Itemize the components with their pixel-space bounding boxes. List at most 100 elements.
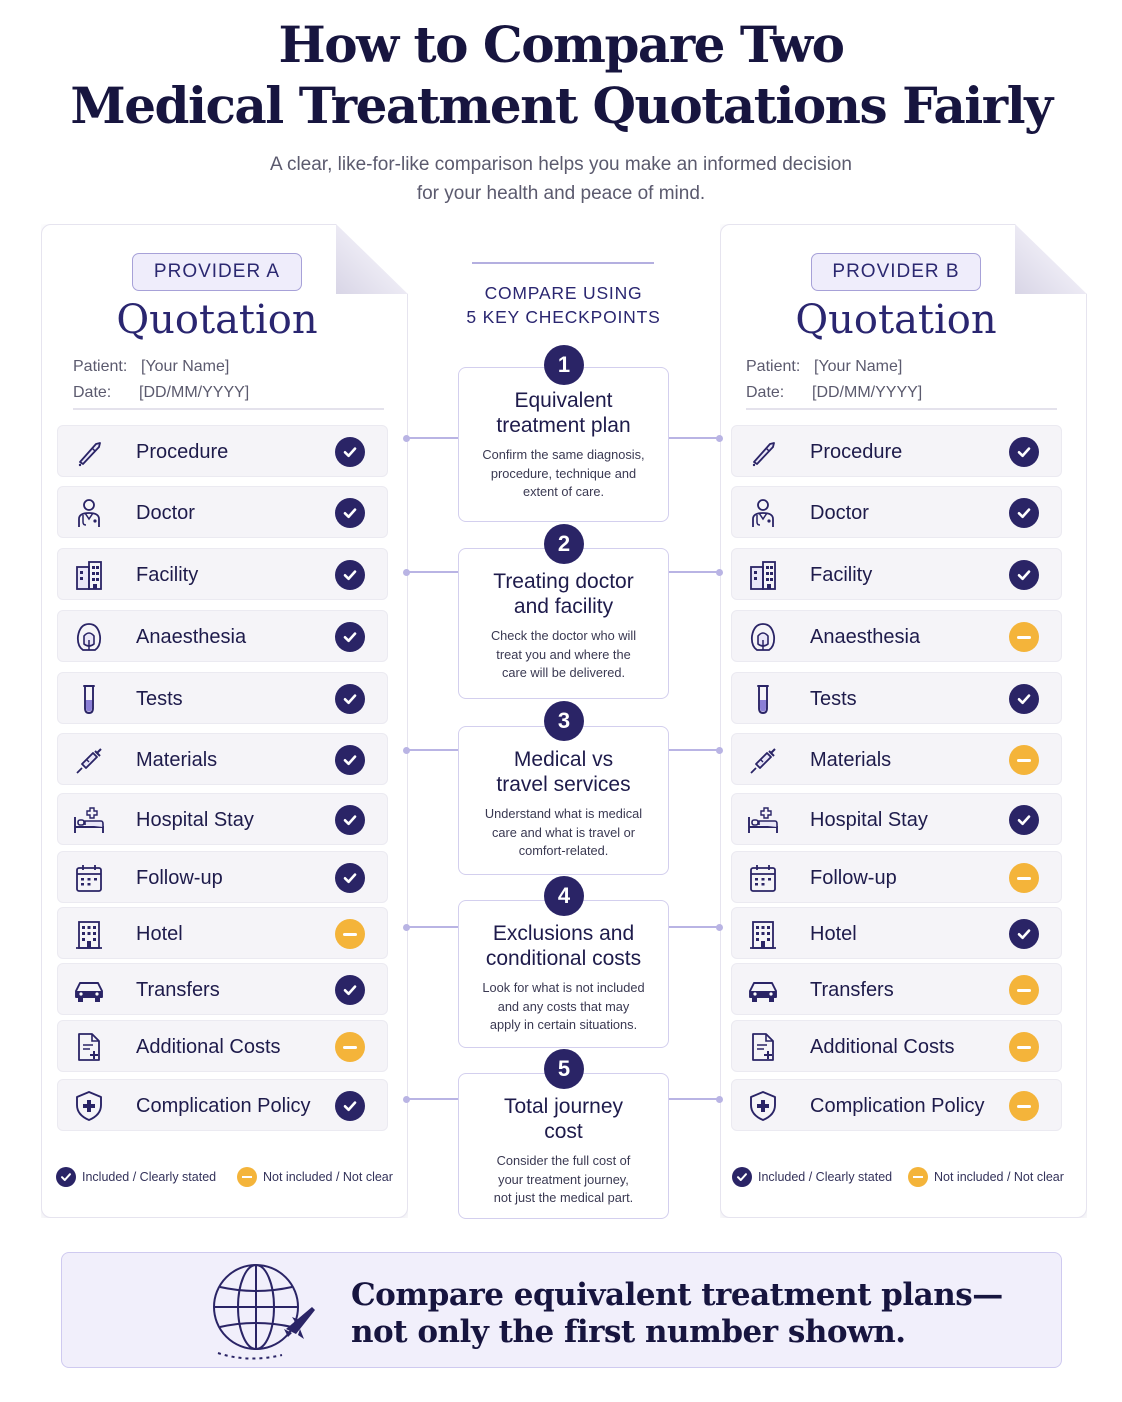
connector-line [407, 749, 458, 751]
quote-item-label: Additional Costs [810, 1036, 955, 1058]
check-icon [1009, 919, 1039, 949]
check-icon [56, 1167, 76, 1187]
connector-dot [716, 568, 723, 576]
shield-icon [76, 1091, 102, 1121]
quote-item-label: Materials [810, 749, 892, 771]
checkpoint-number-badge: 2 [544, 524, 584, 564]
checkpoint-title-line-2: treatment plan [496, 414, 631, 437]
quote-item-anaesthesia: Anaesthesia [57, 610, 388, 662]
checkpoint-description: Understand what is medical care and what … [459, 805, 668, 861]
minus-icon [1009, 863, 1039, 893]
checkpoint-description: Consider the full cost of your treatment … [459, 1152, 668, 1208]
shield-icon [750, 1091, 776, 1121]
date-value: [DD/MM/YYYY] [139, 384, 250, 401]
check-icon [335, 622, 365, 652]
divider [73, 408, 384, 410]
connector-dot [716, 1095, 723, 1103]
quote-item-label: Materials [136, 749, 218, 771]
provider-b-quotation-card: PROVIDER B Quotation Patient: [Your Name]… [720, 224, 1087, 1218]
quote-item-label: Anaesthesia [810, 626, 921, 648]
syringe-icon [76, 748, 102, 774]
quote-item-label: Hotel [810, 923, 857, 945]
date-value: [DD/MM/YYYY] [812, 384, 923, 401]
provider-b-patient: Patient: [Your Name] [746, 358, 902, 376]
legend-included: Included / Clearly stated [56, 1167, 216, 1187]
checkpoint-description-line-1: Check the doctor who will [490, 628, 637, 643]
checkpoint-card: Total journey cost Consider the full cost … [458, 1073, 669, 1219]
check-icon [335, 684, 365, 714]
quote-item-label: Complication Policy [136, 1095, 311, 1117]
page-fold-corner [336, 224, 408, 294]
quote-item-follow-up: Follow-up [57, 851, 388, 903]
banner-message: Compare equivalent treatment plans— not … [351, 1277, 1003, 1351]
checkpoint-title: Treating doctor and facility [459, 549, 668, 619]
page-title-line-2: Medical Treatment Quotations Fairly [70, 76, 1053, 135]
scalpel-icon [752, 442, 775, 467]
quote-item-transfers: Transfers [57, 963, 388, 1015]
check-icon [335, 437, 365, 467]
checkpoint-title-line-2: conditional costs [485, 947, 642, 970]
quote-item-hospital-stay: Hospital Stay [57, 793, 388, 845]
checkpoint-title-line-1: Medical vs [513, 748, 614, 771]
connector-dot [716, 923, 723, 931]
page-subtitle-line-2: for your health and peace of mind. [416, 183, 706, 204]
doctor-icon [78, 499, 100, 527]
checkpoint-title: Equivalent treatment plan [459, 368, 668, 438]
checkpoint-title-line-1: Exclusions and [492, 922, 635, 945]
calendar-icon [76, 865, 102, 892]
provider-a-quotation-title: Quotation [116, 297, 318, 343]
minus-icon [335, 919, 365, 949]
quote-item-transfers: Transfers [731, 963, 1062, 1015]
quote-item-complication-policy: Complication Policy [731, 1079, 1062, 1131]
minus-icon [1009, 745, 1039, 775]
hospital-bed-icon [748, 807, 778, 833]
checkpoint-number-badge: 5 [544, 1049, 584, 1089]
center-divider [472, 262, 654, 264]
patient-value: [Your Name] [814, 358, 903, 375]
syringe-icon [750, 748, 776, 774]
quote-item-doctor: Doctor [57, 486, 388, 538]
connector-dot [403, 434, 410, 442]
provider-a-badge: PROVIDER A [132, 253, 302, 291]
quote-item-tests: Tests [57, 672, 388, 724]
quote-item-hospital-stay: Hospital Stay [731, 793, 1062, 845]
document-plus-icon [78, 1033, 100, 1061]
quote-item-label: Tests [136, 688, 183, 710]
checkpoint-description-line-2: and any costs that may [497, 998, 630, 1014]
connector-dot [403, 1095, 410, 1103]
check-icon [335, 805, 365, 835]
car-icon [75, 982, 103, 1002]
checkpoints-heading-line-1: COMPARE USING [484, 283, 643, 303]
checkpoint-description-line-1: Confirm the same diagnosis, [482, 447, 645, 462]
quote-item-label: Procedure [136, 441, 229, 463]
checkpoint-card: Exclusions and conditional costs Look for … [458, 900, 669, 1048]
checkpoint-description-line-2: care and what is travel or [492, 824, 635, 840]
legend-not-included-label: Not included / Not clear [934, 1170, 1064, 1184]
checkpoint-number-badge: 4 [544, 876, 584, 916]
checkpoint-number-badge: 3 [544, 701, 584, 741]
page-title: How to Compare Two Medical Treatment Quo… [0, 14, 1122, 136]
connector-dot [403, 746, 410, 754]
quote-item-materials: Materials [731, 733, 1062, 785]
page-subtitle: A clear, like-for-like comparison helps … [0, 150, 1122, 208]
quote-item-facility: Facility [731, 548, 1062, 600]
checkpoint-card: Equivalent treatment plan Confirm the same… [458, 367, 669, 522]
check-icon [335, 745, 365, 775]
minus-icon [237, 1167, 257, 1187]
quote-item-label: Hospital Stay [136, 809, 254, 831]
divider [746, 408, 1057, 410]
connector-dot [716, 746, 723, 754]
anaesthesia-mask-icon [750, 623, 776, 651]
provider-b-quotation-title: Quotation [795, 297, 997, 343]
globe-plane-icon [213, 1264, 315, 1360]
legend-included-label: Included / Clearly stated [758, 1170, 893, 1184]
minus-icon [1009, 975, 1039, 1005]
quote-item-label: Anaesthesia [136, 626, 247, 648]
check-icon [335, 1091, 365, 1121]
quote-item-additional-costs: Additional Costs [57, 1020, 388, 1072]
doctor-icon [752, 499, 774, 527]
quote-item-label: Additional Costs [136, 1036, 281, 1058]
quote-item-follow-up: Follow-up [731, 851, 1062, 903]
building-icon [76, 561, 102, 590]
checkpoint-title-line-1: Total journey [503, 1095, 624, 1118]
